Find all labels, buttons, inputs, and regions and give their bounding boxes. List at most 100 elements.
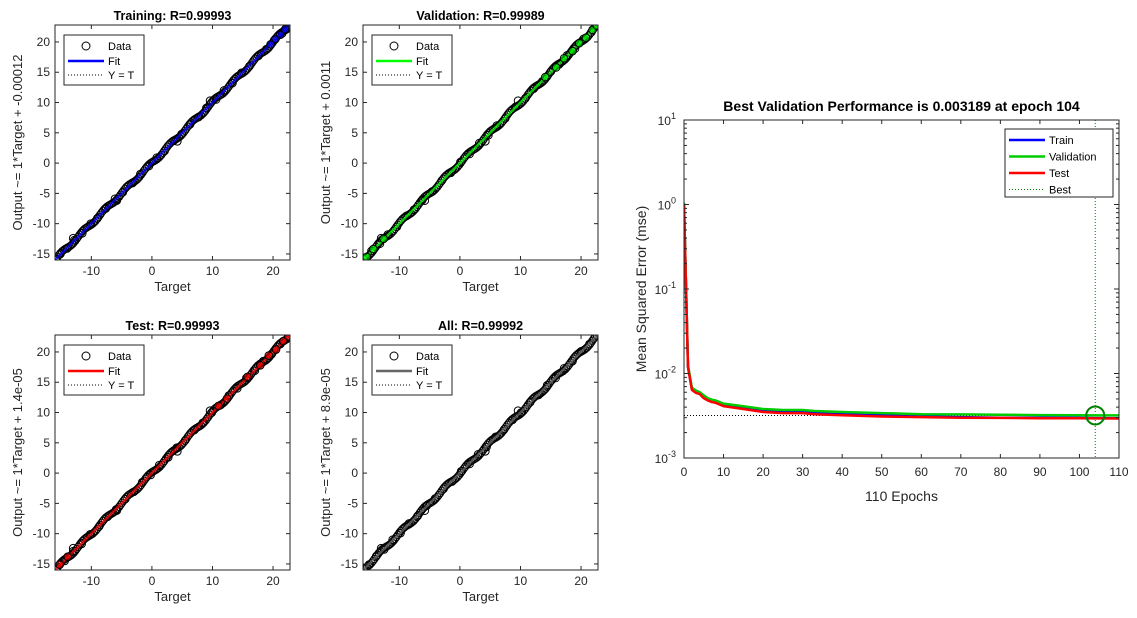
data-point [396,528,405,538]
y-tick-label: -10 [341,527,359,541]
data-point [196,421,206,430]
y-tick-label: 0 [351,156,358,170]
legend: Data Fit Y = T [63,344,145,396]
data-point [94,522,104,531]
x-tick-label: 30 [796,465,810,479]
y-axis-label: Output ~= 1*Target + 8.9e-05 [318,368,333,537]
legend-label-fit: Fit [108,56,120,68]
data-point [544,380,553,389]
x-tick-label: 10 [206,574,220,588]
y-tick-label: -15 [33,557,51,571]
data-layer [363,335,598,570]
data-point [499,116,508,125]
data-point [146,470,155,480]
y-tick-label: 15 [345,375,359,389]
x-tick-label: 50 [875,465,889,479]
data-point [93,524,102,534]
data-point [412,202,421,211]
highlight-point [256,360,265,370]
series-line-test [684,205,1119,420]
data-point [522,92,531,101]
data-point [491,432,500,442]
data-point [591,335,598,341]
x-tick-label: 10 [717,465,731,479]
x-axis-label: Target [462,279,499,294]
legend-label-data: Data [108,41,132,53]
y-tick-label: 15 [37,65,51,79]
data-point [568,356,577,366]
data-point [262,44,271,54]
axes-frame [54,334,291,571]
data-point [160,146,169,156]
highlight-point [581,33,591,43]
data-point [261,46,270,55]
data-point [472,143,481,152]
x-tick-label: 20 [574,574,588,588]
y-tick-label: -15 [33,247,51,261]
fit-line [363,335,598,570]
data-point [465,459,474,469]
highlight-point [574,38,584,48]
y-tick-label: 0 [43,156,50,170]
data-point [116,500,125,509]
y-tick-label: 10 [37,96,51,110]
y-tick-label: 100 [658,196,676,213]
y-tick-label: 5 [351,436,358,450]
chart-title: Best Validation Performance is 0.003189 … [723,98,1080,114]
y-tick-label: 10 [345,406,359,420]
y-tick-label: 5 [43,126,50,140]
scatter-panel-training: -10 0 10 20 -15 -10 -5 0 5 10 15 20 Training: R=0.99… [10,9,291,294]
legend-label-fit: Fit [416,366,428,378]
data-point [110,507,119,516]
data-point [250,366,260,376]
y-axis-label: Output ~= 1*Target + 1.4e-05 [10,368,25,537]
data-point [363,564,368,570]
data-point [185,120,195,129]
data-point [72,234,81,243]
y-tick-label: 15 [37,375,51,389]
axes-frame [362,24,599,261]
data-point [128,178,137,188]
highlight-point [592,25,598,30]
data-point [172,443,182,452]
y-tick-label: 0 [43,466,50,480]
data-point [196,111,206,120]
y-tick-label: -5 [39,186,50,200]
data-point [492,121,502,130]
data-point [392,222,402,231]
y-axis-label: Output ~= 1*Target + -0.00012 [10,55,25,231]
data-layer [55,25,290,260]
data-point [551,373,560,383]
x-tick-label: 90 [1033,465,1047,479]
data-point [537,78,546,88]
legend-label-test: Test [1049,168,1069,180]
data-point [386,539,395,548]
legend-label-validation: Validation [1049,152,1097,164]
y-tick-label: 20 [37,345,51,359]
data-point [182,434,191,443]
x-tick-label: 10 [514,574,528,588]
data-layer [363,25,598,260]
x-axis-label: Target [154,279,191,294]
data-point [446,168,456,178]
data-point [116,190,125,199]
axes-frame [362,334,599,571]
y-tick-label: 5 [351,126,358,140]
highlight-point [368,244,378,254]
legend: Data Fit Y = T [371,344,453,396]
highlight-point [379,234,388,244]
legend-label-fit: Fit [416,56,428,68]
data-point [566,358,575,367]
data-point [450,475,460,484]
highlight-point [63,552,73,561]
highlight-point [266,40,275,49]
data-point [586,338,596,347]
highlight-point [214,401,223,411]
legend-marker-data [389,351,399,361]
x-tick-label: 80 [994,465,1008,479]
highlight-point [541,72,550,82]
axes-frame [54,24,291,261]
x-tick-label: 20 [266,264,280,278]
legend-marker-data [81,41,91,51]
legend-label-best: Best [1049,185,1071,197]
